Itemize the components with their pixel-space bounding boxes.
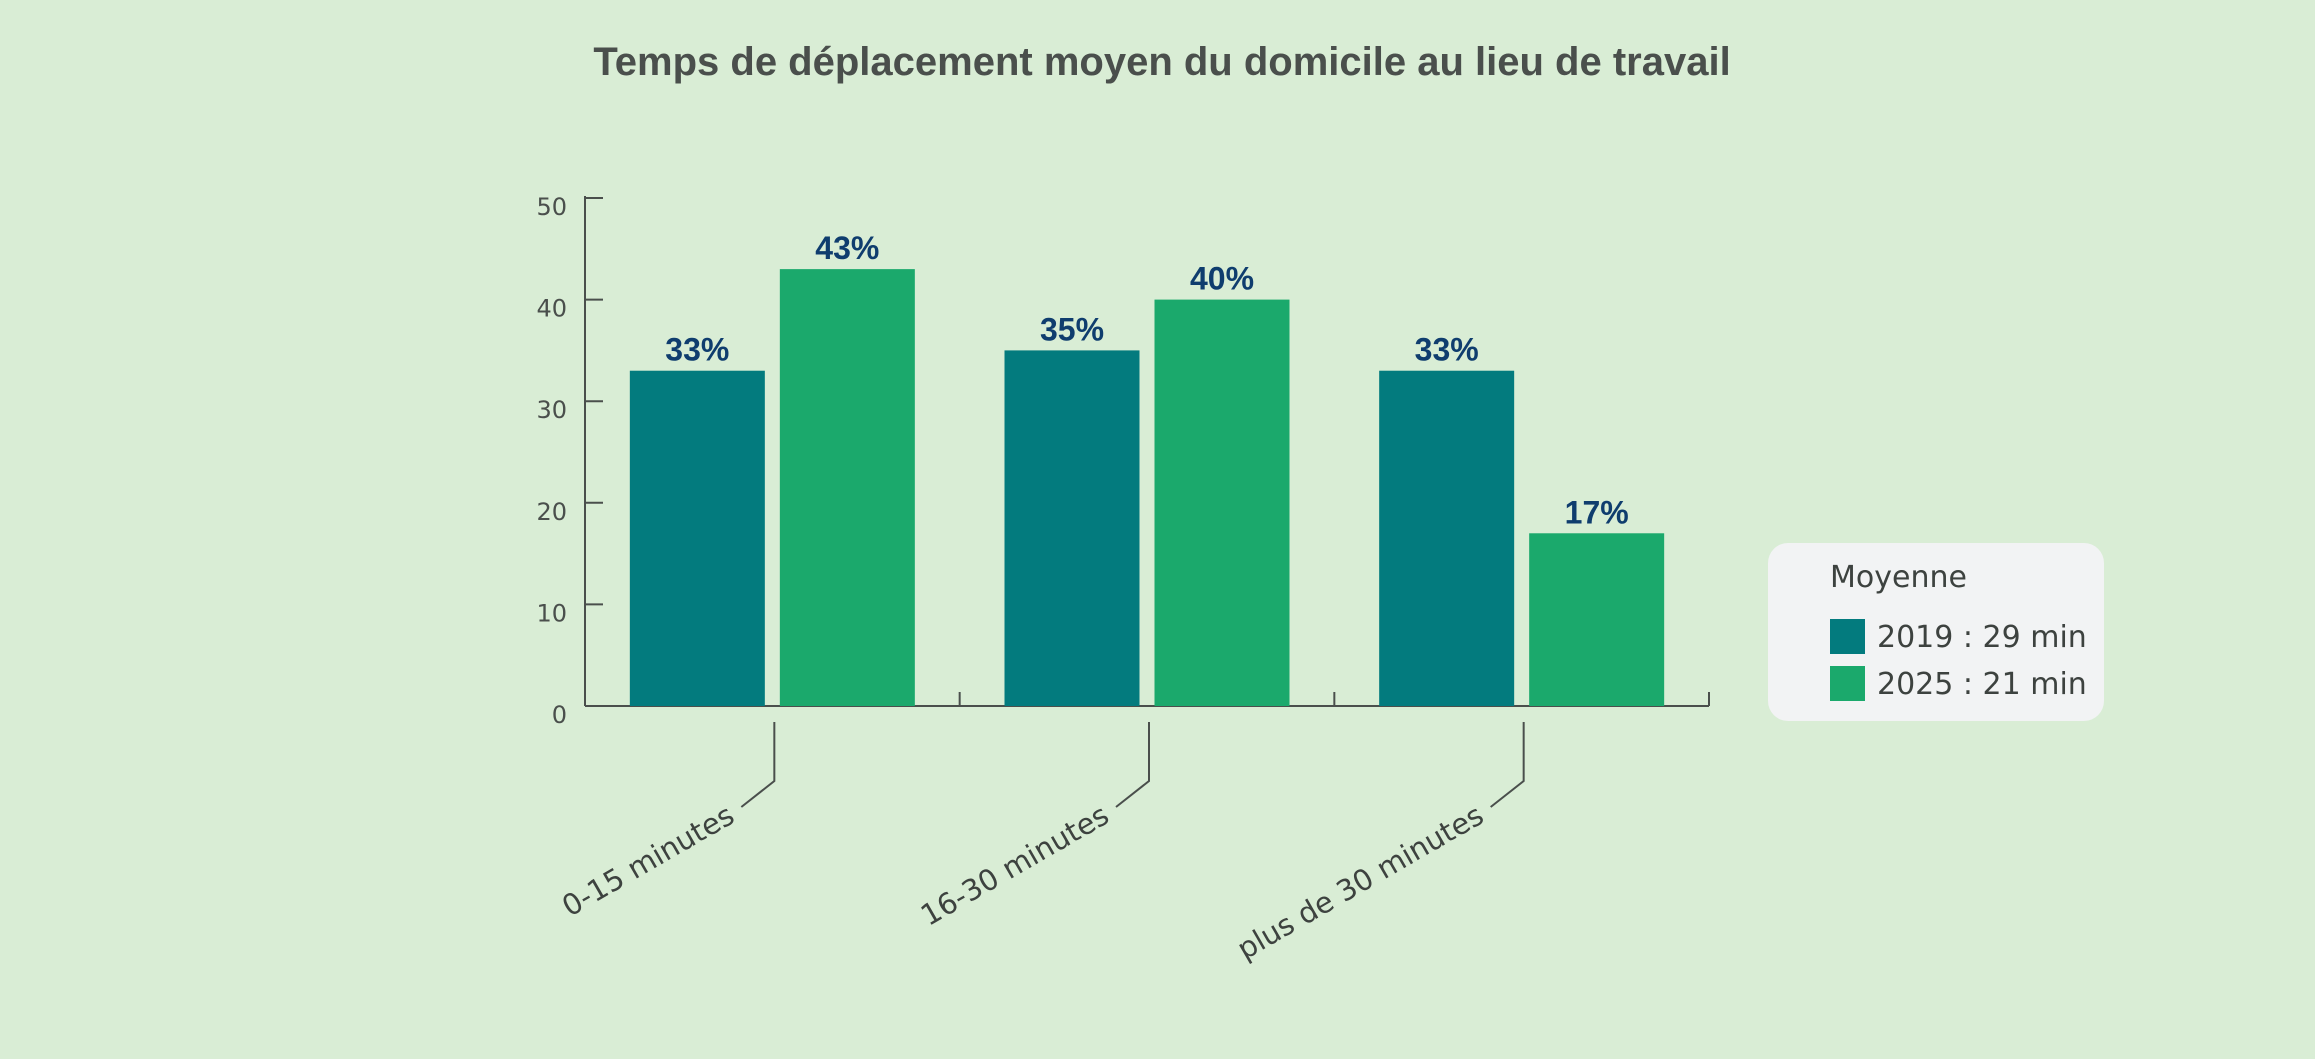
category-leader-line	[740, 722, 776, 808]
data-label: 40%	[1190, 261, 1254, 297]
data-label: 33%	[665, 332, 729, 368]
data-label: 35%	[1040, 311, 1104, 347]
y-tick-label: 40	[536, 295, 567, 323]
category-leader-line	[1115, 722, 1150, 808]
bar-2025-cat-3	[1529, 533, 1665, 706]
bars	[629, 269, 1665, 706]
bar-2025-cat-2	[1154, 299, 1290, 706]
legend-label-2025: 2025 : 21 min	[1877, 667, 2087, 702]
y-tick-label: 0	[552, 701, 567, 729]
category-label: 0-15 minutes	[556, 798, 740, 924]
y-tick-label: 20	[536, 498, 567, 526]
legend-title: Moyenne	[1830, 560, 1967, 595]
legend-swatch-2025	[1830, 666, 1865, 701]
y-tick-label: 10	[536, 599, 567, 627]
bar-2019-cat-1	[629, 370, 765, 706]
legend-label-2019: 2019 : 29 min	[1877, 620, 2087, 655]
category-label: plus de 30 minutes	[1231, 798, 1489, 967]
category-leader-line	[1490, 722, 1525, 808]
bar-2025-cat-1	[779, 269, 915, 706]
bar-2019-cat-3	[1379, 370, 1515, 706]
legend: Moyenne 2019 : 29 min 2025 : 21 min	[1768, 543, 2104, 721]
data-label: 33%	[1415, 332, 1479, 368]
data-label: 43%	[815, 230, 879, 266]
chart-title: Temps de déplacement moyen du domicile a…	[593, 40, 1730, 84]
y-tick-label: 50	[536, 193, 567, 221]
legend-swatch-2019	[1830, 619, 1865, 654]
data-labels: 33% 43% 35% 40% 33% 17%	[665, 230, 1628, 530]
category-label: 16-30 minutes	[915, 798, 1115, 933]
y-tick-label: 30	[536, 396, 567, 424]
data-label: 17%	[1565, 494, 1629, 530]
bar-2019-cat-2	[1004, 350, 1140, 706]
